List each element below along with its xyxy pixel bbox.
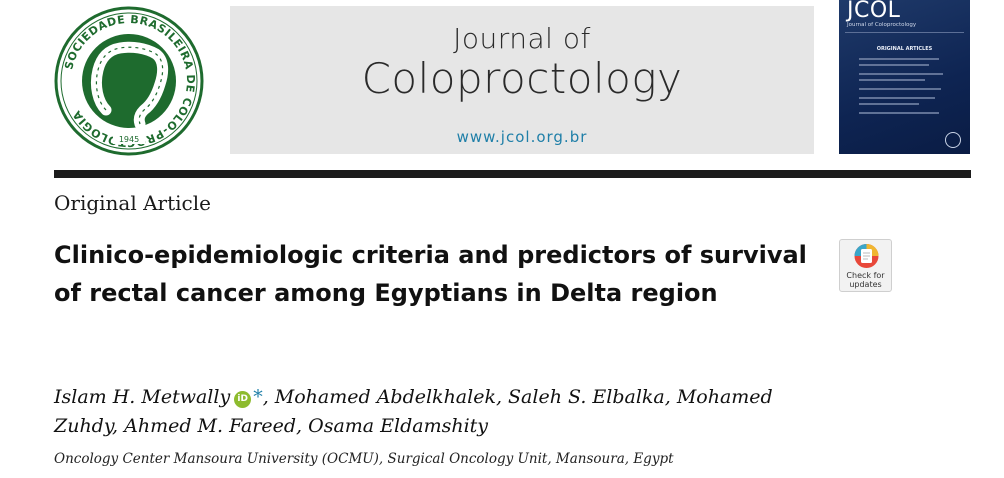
- cover-badge-icon: [945, 132, 961, 148]
- check-for-label: Check for: [846, 271, 885, 280]
- cover-toc-line: [859, 79, 925, 81]
- cover-toc-line: [859, 64, 929, 66]
- cover-toc-line: [859, 73, 943, 75]
- author-list: Islam H. Metwally iD *, Mohamed Abdelkhale…: [54, 383, 774, 441]
- article-type: Original Article: [54, 191, 211, 215]
- cover-toc-line: [859, 97, 935, 99]
- article-title: Clinico-epidemiologic criteria and predi…: [54, 241, 807, 307]
- journal-name-line2: Coloproctology: [361, 54, 683, 103]
- journal-url-link[interactable]: www.jcol.org.br: [456, 128, 588, 146]
- cover-toc-line: [859, 88, 941, 90]
- founding-year: 1945: [119, 135, 139, 144]
- co-author-names[interactable]: , Mohamed Abdelkhalek, Saleh S. Elbalka,…: [54, 386, 773, 437]
- cover-subtitle: Journal of Coloproctology: [847, 22, 917, 28]
- journal-name-line1: Journal of: [453, 22, 591, 55]
- cover-toc-line: [859, 103, 919, 105]
- cover-toc-line: [859, 58, 939, 60]
- check-for-updates-button[interactable]: Check for updates: [839, 239, 892, 292]
- journal-cover-thumbnail: JCOL Journal of Coloproctology ORIGINAL …: [839, 0, 970, 154]
- cover-divider: [845, 32, 964, 33]
- journal-banner: Journal of Coloproctology www.jcol.org.b…: [230, 6, 814, 154]
- society-logo: SOCIEDADE BRASILEIRA DE COLO-PROCTOLOGIA…: [54, 6, 204, 156]
- orcid-icon[interactable]: iD: [234, 391, 252, 408]
- corresponding-author-mark[interactable]: *: [253, 386, 263, 408]
- cover-section-heading: ORIGINAL ARTICLES: [876, 46, 933, 52]
- author-name[interactable]: Islam H. Metwally: [54, 386, 231, 408]
- updates-label: updates: [849, 280, 882, 289]
- cover-toc-line: [859, 112, 939, 114]
- colon-seal-icon: SOCIEDADE BRASILEIRA DE COLO-PROCTOLOGIA…: [54, 6, 204, 156]
- cover-title: JCOL: [847, 0, 901, 23]
- affiliation: Oncology Center Mansoura University (OCM…: [54, 451, 674, 467]
- header-rule: [54, 170, 971, 178]
- crossmark-icon: [854, 244, 879, 268]
